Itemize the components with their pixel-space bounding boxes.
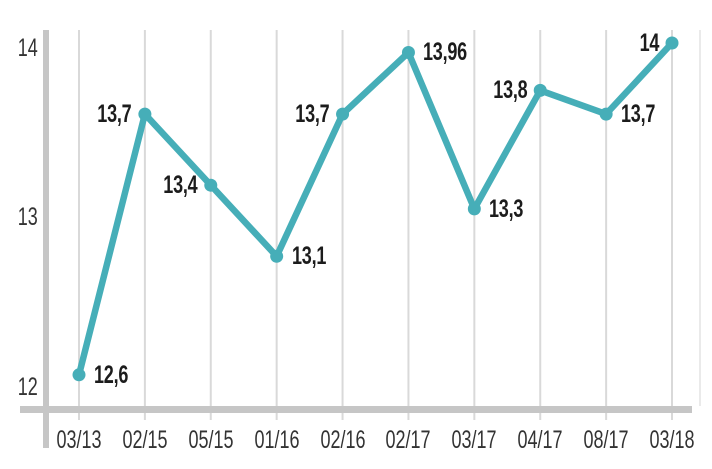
value-label: 13,96 xyxy=(423,38,468,67)
data-point xyxy=(72,368,86,382)
x-axis-label: 01/16 xyxy=(254,426,300,454)
y-axis-label: 13 xyxy=(17,203,38,231)
data-point xyxy=(401,45,415,59)
x-axis-label: 03/18 xyxy=(649,426,695,454)
value-label: 13,8 xyxy=(493,76,528,105)
value-label: 13,4 xyxy=(163,171,198,200)
x-axis-label: 03/17 xyxy=(451,426,497,454)
y-axis-label: 12 xyxy=(17,373,38,401)
data-point xyxy=(270,249,284,263)
value-label: 13,3 xyxy=(489,194,524,223)
x-axis-label: 02/15 xyxy=(122,426,168,454)
trend-line xyxy=(75,39,676,379)
y-axis-line xyxy=(43,30,49,448)
value-label: 13,1 xyxy=(291,242,326,271)
value-label: 13,7 xyxy=(97,100,132,129)
value-label: 13,7 xyxy=(295,100,330,129)
data-point xyxy=(665,36,679,50)
data-point xyxy=(204,178,218,192)
data-point xyxy=(138,107,152,121)
value-label: 13,7 xyxy=(621,100,656,129)
x-axis-label: 02/16 xyxy=(320,426,366,454)
data-point xyxy=(336,107,350,121)
x-axis-label: 02/17 xyxy=(385,426,431,454)
x-axis-label: 03/13 xyxy=(56,426,102,454)
data-point xyxy=(599,107,613,121)
x-axis-line xyxy=(20,406,692,413)
value-label: 14 xyxy=(639,29,660,57)
value-label: 12,6 xyxy=(94,360,129,389)
x-axis-label: 05/15 xyxy=(188,426,234,454)
x-axis-label: 04/17 xyxy=(517,426,563,454)
data-point xyxy=(467,202,481,216)
data-point xyxy=(533,83,547,97)
x-axis-label: 08/17 xyxy=(583,426,629,454)
y-axis-label: 14 xyxy=(17,34,38,62)
